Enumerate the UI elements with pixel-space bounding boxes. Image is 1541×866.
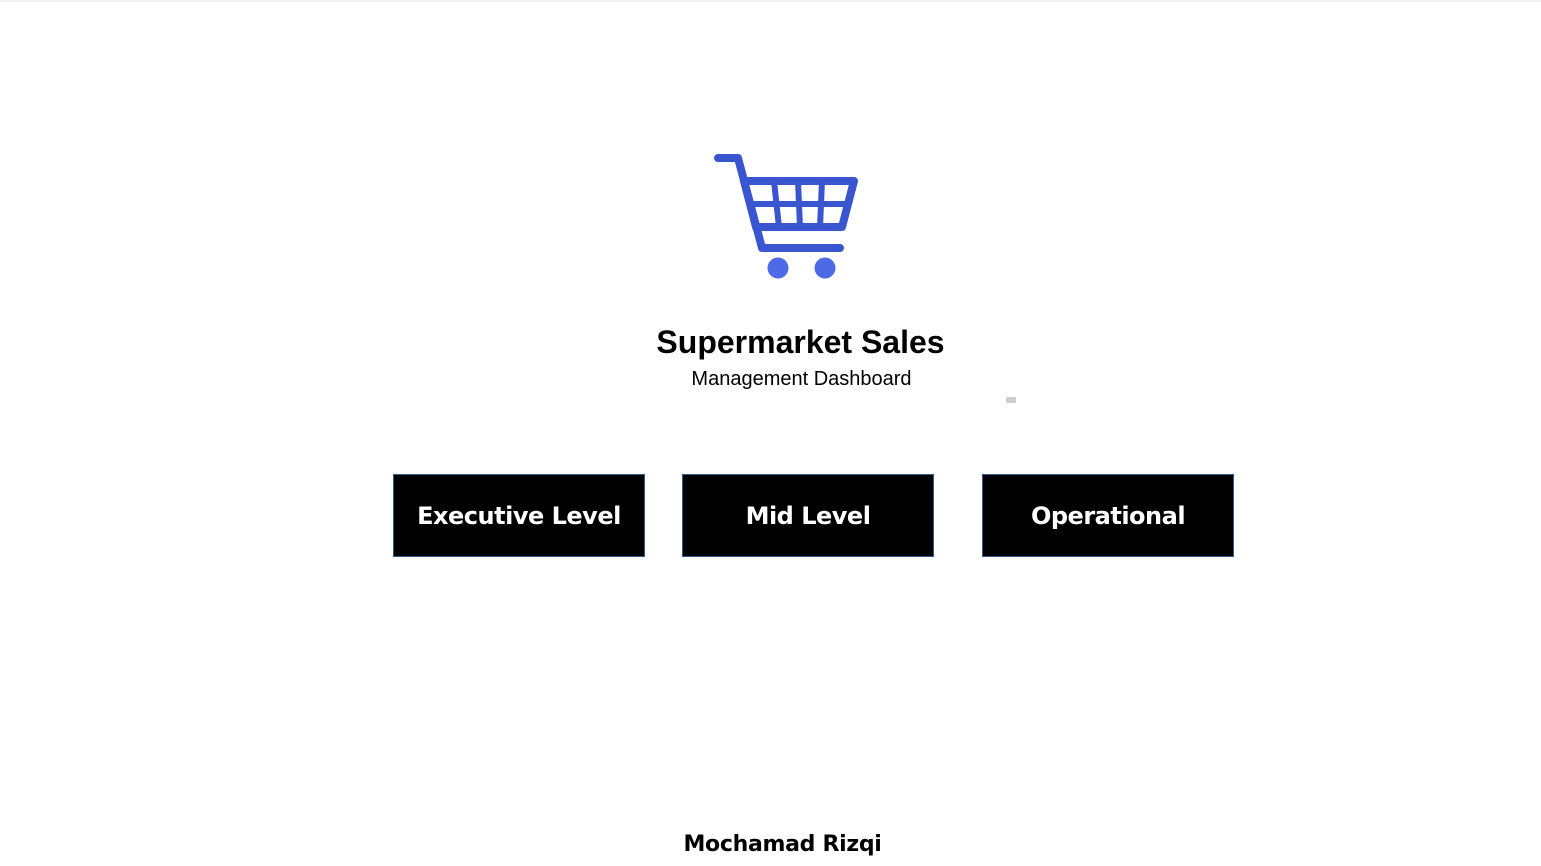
page-subtitle: Management Dashboard: [691, 368, 912, 390]
mid-level-button[interactable]: Mid Level: [682, 474, 934, 557]
operational-button[interactable]: Operational: [982, 474, 1234, 557]
page-title: Supermarket Sales: [656, 324, 945, 360]
author-name: Mochamad Rizqi: [683, 832, 882, 857]
decorative-marker: [1006, 397, 1016, 403]
executive-level-button[interactable]: Executive Level: [393, 474, 645, 557]
shopping-cart-icon: [714, 154, 858, 279]
